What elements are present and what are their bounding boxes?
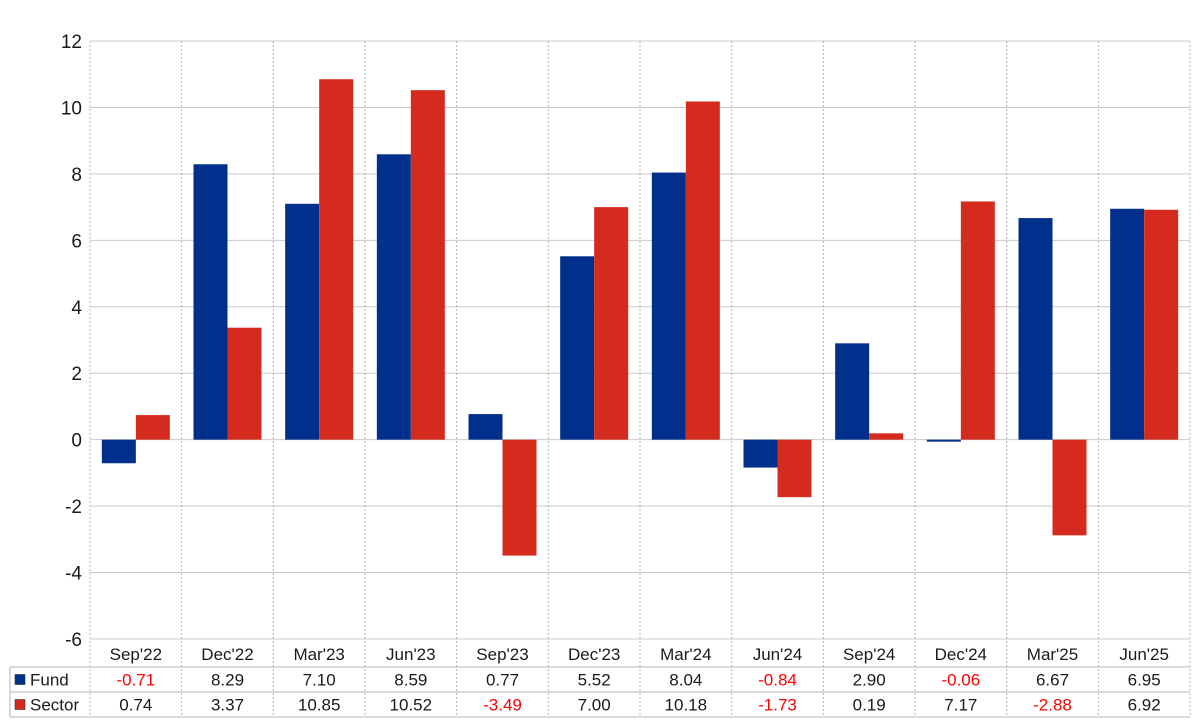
bar-sector (319, 79, 354, 440)
table-cell-fund: -0.06 (941, 671, 980, 690)
bar-fund (743, 439, 778, 468)
x-tick-label: Mar'25 (1027, 645, 1078, 664)
table-cell-sector: 7.00 (578, 696, 611, 715)
bar-sector (685, 101, 720, 440)
bar-sector (227, 327, 262, 440)
table-cell-sector: 7.17 (944, 696, 977, 715)
bar-sector (410, 90, 445, 440)
y-tick-label: 10 (61, 98, 82, 119)
bar-fund (835, 343, 870, 440)
table-cell-sector: 6.92 (1128, 696, 1161, 715)
table-cell-fund: -0.84 (758, 671, 797, 690)
y-tick-label: -6 (65, 630, 82, 651)
table-cell-fund: 5.52 (578, 671, 611, 690)
table-cell-fund: 6.95 (1128, 671, 1161, 690)
table-cell-fund: 8.29 (211, 671, 244, 690)
bars (101, 79, 1179, 556)
legend-label-sector: Sector (30, 696, 79, 715)
bar-sector (135, 415, 170, 440)
table-cell-sector: 0.19 (853, 696, 886, 715)
bar-sector (777, 439, 812, 498)
y-tick-label: 2 (71, 364, 82, 385)
table-cell-fund: 8.04 (669, 671, 702, 690)
bar-sector (1052, 439, 1087, 536)
x-tick-label: Dec'24 (935, 645, 987, 664)
table-cell-sector: -2.88 (1033, 696, 1072, 715)
table-cell-sector: -3.49 (483, 696, 522, 715)
table-cell-sector: 10.85 (298, 696, 341, 715)
table-cell-fund: 2.90 (853, 671, 886, 690)
bar-fund (1018, 218, 1053, 440)
y-tick-label: 4 (71, 298, 82, 319)
table-cell-fund: 8.59 (394, 671, 427, 690)
x-tick-label: Dec'22 (201, 645, 253, 664)
x-tick-label: Dec'23 (568, 645, 620, 664)
x-tick-label: Jun'23 (386, 645, 436, 664)
bar-sector (869, 433, 904, 440)
y-tick-label: -2 (65, 497, 82, 518)
x-tick-label: Sep'23 (476, 645, 528, 664)
table-cell-fund: 7.10 (303, 671, 336, 690)
bar-fund (468, 414, 503, 440)
table-cell-sector: 10.52 (390, 696, 433, 715)
y-tick-label: -4 (65, 564, 82, 585)
bar-sector (960, 201, 995, 440)
bar-sector (594, 207, 629, 440)
bar-fund (926, 439, 961, 442)
y-axis: 12 10 8 6 4 2 0 -2 -4 -6 (61, 32, 83, 651)
bar-fund (285, 203, 320, 440)
x-tick-label: Mar'24 (660, 645, 711, 664)
grid (89, 40, 1191, 717)
table-cell-sector: -1.73 (758, 696, 797, 715)
table-cell-fund: -0.71 (116, 671, 155, 690)
table-cell-sector: 3.37 (211, 696, 244, 715)
y-tick-label: 8 (71, 165, 82, 186)
legend-label-fund: Fund (30, 671, 69, 690)
y-tick-label: 0 (71, 431, 82, 452)
table-cell-sector: 10.18 (665, 696, 708, 715)
bar-fund (1110, 208, 1145, 440)
legend-swatch-fund (14, 674, 26, 685)
bar-sector (502, 439, 537, 556)
x-tick-label: Jun'25 (1119, 645, 1169, 664)
bar-sector (1144, 209, 1179, 440)
bar-fund (560, 256, 595, 440)
table-cell-sector: 0.74 (119, 696, 152, 715)
bar-fund (193, 164, 228, 440)
x-tick-label: Sep'22 (110, 645, 162, 664)
bar-fund (376, 154, 411, 440)
table-cell-fund: 6.67 (1036, 671, 1069, 690)
x-tick-label: Jun'24 (753, 645, 803, 664)
table-cell-fund: 0.77 (486, 671, 519, 690)
data-table: Sep'22 Dec'22 Mar'23 Jun'23 Sep'23 Dec'23 Mar'… (9, 645, 1190, 718)
bar-fund (651, 172, 686, 440)
x-tick-label: Sep'24 (843, 645, 895, 664)
x-tick-label: Mar'23 (293, 645, 344, 664)
legend-swatch-sector (14, 699, 26, 710)
y-tick-label: 6 (71, 231, 82, 252)
bar-fund (101, 439, 136, 464)
y-tick-label: 12 (61, 32, 82, 53)
